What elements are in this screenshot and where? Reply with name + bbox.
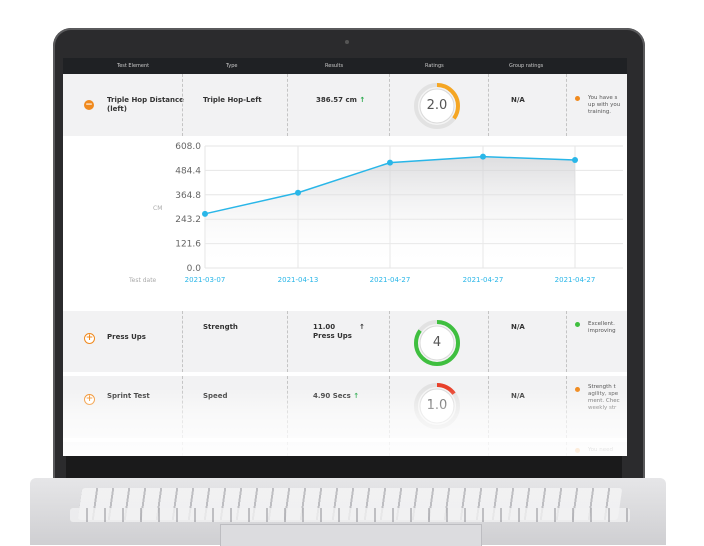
laptop-hinge bbox=[66, 456, 622, 478]
camera bbox=[345, 40, 349, 44]
rating-gauge bbox=[414, 83, 460, 129]
arrow-up-icon: ↑ bbox=[359, 323, 365, 331]
chart-panel: 0.0 121.6 243.2 364.8 484.4 608.0 2021-03-07 20… bbox=[63, 136, 627, 304]
data-point bbox=[202, 210, 208, 217]
x-tick-label: 2021-04-27 bbox=[370, 276, 411, 284]
status-dot bbox=[575, 96, 580, 101]
rating-value: 2.0 bbox=[426, 98, 448, 113]
table-row[interactable]: You need bbox=[63, 442, 627, 456]
table-row[interactable]: + Press Ups Strength 11.00 Press Ups ↑ 4… bbox=[63, 311, 627, 372]
test-element-name: Sprint Test bbox=[107, 392, 150, 400]
screen: Test Element Type Results Ratings Group … bbox=[63, 58, 627, 456]
test-type: Triple Hop-Left bbox=[203, 96, 262, 104]
rating-value: 4 bbox=[432, 335, 442, 350]
table-header: Test Element Type Results Ratings Group … bbox=[63, 58, 627, 74]
x-tick-label: 2021-04-27 bbox=[555, 276, 596, 284]
x-tick-label: 2021-04-27 bbox=[463, 276, 504, 284]
data-point bbox=[480, 153, 486, 160]
expand-icon[interactable]: + bbox=[84, 333, 95, 344]
arrow-up-icon: ↑ bbox=[353, 392, 360, 400]
data-point bbox=[295, 189, 301, 196]
x-tick-label: 2021-03-07 bbox=[185, 276, 226, 284]
status-dot bbox=[575, 448, 580, 453]
feedback-note: You need bbox=[588, 447, 613, 453]
trackpad bbox=[220, 524, 482, 546]
feedback-note: Strength t agility, spe ment. Chec weekl… bbox=[588, 384, 620, 411]
keyboard-row bbox=[70, 508, 630, 522]
y-tick-label: 243.2 bbox=[175, 215, 201, 225]
status-dot bbox=[575, 387, 580, 392]
y-tick-label: 484.4 bbox=[175, 166, 201, 176]
header-test-element: Test Element bbox=[117, 63, 150, 69]
status-dot bbox=[575, 322, 580, 327]
test-element-name: Triple Hop Distance (left) bbox=[107, 96, 184, 113]
test-result: 4.90 Secs ↑ bbox=[313, 392, 360, 400]
table-row[interactable]: − Triple Hop Distance (left) Triple Hop-… bbox=[63, 74, 627, 136]
header-type: Type bbox=[226, 63, 238, 69]
x-tick-label: 2021-04-13 bbox=[278, 276, 319, 284]
group-rating: N/A bbox=[511, 323, 525, 331]
test-type: Strength bbox=[203, 323, 238, 331]
header-results: Results bbox=[325, 63, 344, 69]
group-rating: N/A bbox=[511, 96, 525, 104]
test-result: 386.57 cm ↑ bbox=[316, 96, 366, 104]
arrow-up-icon: ↑ bbox=[359, 96, 366, 104]
line-chart: 0.0 121.6 243.2 364.8 484.4 608.0 2021-03-07 20… bbox=[128, 142, 623, 284]
y-tick-label: 364.8 bbox=[175, 191, 201, 201]
feedback-note: Excellent. improving bbox=[588, 321, 616, 334]
header-ratings: Ratings bbox=[425, 63, 444, 69]
test-type: Speed bbox=[203, 392, 228, 400]
x-axis-label: Test date bbox=[128, 277, 157, 284]
group-rating: N/A bbox=[511, 392, 525, 400]
y-tick-label: 0.0 bbox=[187, 264, 202, 274]
expand-icon[interactable]: + bbox=[84, 394, 95, 405]
feedback-note: You have s up with you training. bbox=[588, 95, 621, 115]
rating-value: 1.0 bbox=[426, 398, 448, 413]
collapse-icon[interactable]: − bbox=[84, 100, 94, 110]
test-element-name: Press Ups bbox=[107, 333, 146, 341]
y-axis-label: CM bbox=[153, 205, 162, 212]
y-tick-label: 121.6 bbox=[175, 240, 201, 250]
table-row[interactable]: + Sprint Test Speed 4.90 Secs ↑ 1.0 N/A … bbox=[63, 376, 627, 438]
chart-area bbox=[205, 156, 575, 268]
test-result: 11.00 Press Ups bbox=[313, 323, 352, 340]
y-tick-label: 608.0 bbox=[175, 142, 201, 152]
data-point bbox=[572, 157, 578, 164]
data-point bbox=[387, 159, 393, 166]
rating-gauge bbox=[414, 320, 460, 366]
header-group-ratings: Group ratings bbox=[509, 63, 544, 69]
